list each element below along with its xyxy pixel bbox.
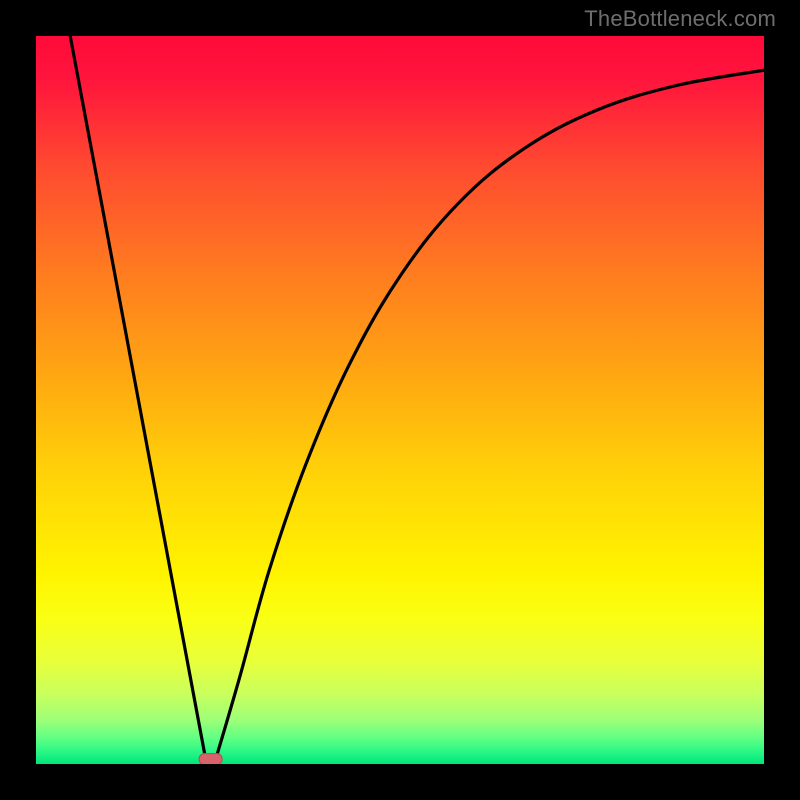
watermark-text: TheBottleneck.com xyxy=(584,6,776,32)
chart-frame: TheBottleneck.com xyxy=(0,0,800,800)
bottleneck-curve xyxy=(36,36,764,764)
plot-area xyxy=(36,36,764,764)
optimal-point-marker xyxy=(198,753,223,764)
